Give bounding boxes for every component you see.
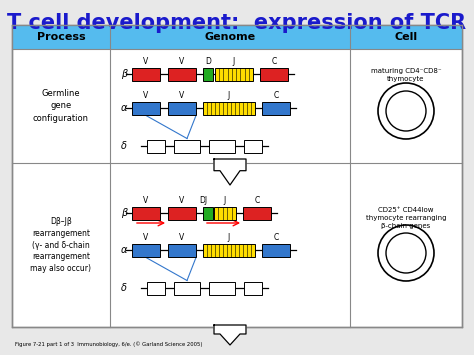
Text: C: C (255, 196, 260, 205)
Bar (168, 207, 196, 219)
Text: V: V (143, 196, 149, 205)
Text: Process: Process (36, 32, 85, 42)
Text: V: V (179, 196, 185, 205)
Bar (132, 67, 160, 81)
Bar (214, 207, 236, 219)
Bar (203, 244, 255, 257)
Bar (209, 140, 235, 153)
Text: δ: δ (121, 283, 127, 293)
Text: α: α (120, 245, 127, 255)
Bar (262, 102, 290, 115)
Text: α: α (120, 103, 127, 113)
Text: Cell: Cell (394, 32, 418, 42)
Bar (147, 282, 165, 295)
Text: C: C (273, 233, 279, 242)
Bar (260, 67, 288, 81)
Text: Dβ–Jβ
rearrangement
(γ- and δ-chain
rearrangement
may also occur): Dβ–Jβ rearrangement (γ- and δ-chain rear… (30, 217, 91, 273)
Text: maturing CD4⁻CD8⁻
thymocyte: maturing CD4⁻CD8⁻ thymocyte (371, 68, 441, 82)
Text: β: β (121, 69, 127, 79)
Bar (12, 25, 462, 49)
Polygon shape (214, 325, 246, 345)
Text: J: J (228, 91, 230, 100)
Bar (174, 282, 200, 295)
Bar (12, 25, 462, 327)
Text: β: β (121, 208, 127, 218)
Text: J: J (228, 233, 230, 242)
Text: V: V (179, 91, 185, 100)
Text: C: C (272, 57, 277, 66)
Bar (147, 140, 165, 153)
Text: DJ: DJ (199, 196, 207, 205)
Text: D: D (205, 57, 211, 66)
Bar (168, 244, 196, 257)
Text: Germline
gene
configuration: Germline gene configuration (33, 89, 89, 123)
Text: V: V (143, 91, 149, 100)
Text: V: V (179, 57, 185, 66)
Bar (132, 207, 160, 219)
Bar (244, 140, 262, 153)
Text: V: V (143, 57, 149, 66)
Bar (243, 207, 271, 219)
Text: Figure 7-21 part 1 of 3  Immunobiology, 6/e. (© Garland Science 2005): Figure 7-21 part 1 of 3 Immunobiology, 6… (15, 342, 202, 347)
Text: J: J (233, 57, 235, 66)
Bar (209, 282, 235, 295)
Bar (203, 207, 213, 219)
Text: δ: δ (121, 141, 127, 151)
Text: CD25⁺ CD44low
thymocyte rearranging
β-chain genes: CD25⁺ CD44low thymocyte rearranging β-ch… (366, 207, 446, 229)
Text: T cell development:  expression of TCR: T cell development: expression of TCR (8, 13, 466, 33)
Bar (244, 282, 262, 295)
Text: Genome: Genome (204, 32, 255, 42)
Text: V: V (179, 233, 185, 242)
Text: J: J (224, 196, 226, 205)
Bar (203, 67, 213, 81)
Bar (174, 140, 200, 153)
Bar (132, 244, 160, 257)
Polygon shape (214, 159, 246, 185)
Bar (168, 67, 196, 81)
Bar (132, 102, 160, 115)
Bar (203, 102, 255, 115)
Bar (262, 244, 290, 257)
Bar (168, 102, 196, 115)
Text: C: C (273, 91, 279, 100)
Bar (215, 67, 253, 81)
Text: V: V (143, 233, 149, 242)
